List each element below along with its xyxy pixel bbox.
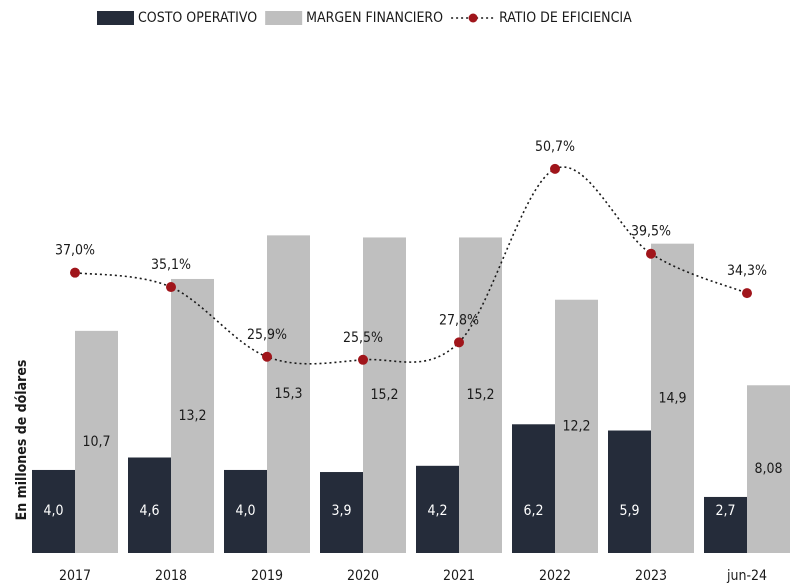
data-label: 8,08	[754, 461, 782, 477]
x-tick-label: 2023	[635, 568, 667, 584]
bar	[171, 278, 214, 553]
bar	[704, 496, 747, 553]
bar	[128, 457, 171, 553]
data-label: 37,0%	[55, 243, 95, 259]
bar	[32, 469, 75, 553]
bar	[75, 330, 118, 553]
bar	[651, 243, 694, 553]
data-label: 15,2	[466, 387, 494, 403]
data-label: 3,9	[331, 503, 351, 519]
bar	[512, 424, 555, 553]
data-label: 4,6	[139, 503, 159, 519]
ratio-point	[262, 351, 272, 362]
data-label: 12,2	[562, 418, 590, 434]
x-tick-label: 2021	[443, 568, 475, 584]
data-label: 4,2	[427, 503, 447, 519]
ratio-point	[646, 248, 656, 259]
legend-marker	[468, 13, 478, 23]
x-tick-label: 2020	[347, 568, 379, 584]
ratio-point	[742, 288, 752, 299]
ratio-point	[358, 354, 368, 365]
ratio-line	[74, 166, 748, 365]
bar	[267, 235, 310, 553]
data-label: 4,0	[235, 503, 255, 519]
bar	[555, 299, 598, 553]
data-label: 13,2	[178, 408, 206, 424]
data-label: 6,2	[523, 503, 543, 519]
bar	[224, 469, 267, 553]
data-label: 25,9%	[247, 327, 287, 343]
bar	[459, 237, 502, 553]
data-label: 2,7	[715, 503, 735, 519]
bar	[363, 237, 406, 553]
data-label: 27,8%	[439, 312, 479, 328]
legend-swatch	[97, 11, 134, 25]
data-label: 34,3%	[727, 263, 767, 279]
data-label: 39,5%	[631, 224, 671, 240]
data-label: 15,3	[274, 386, 302, 402]
data-label: 15,2	[370, 387, 398, 403]
y-axis-label: En millones de dólares	[14, 360, 30, 521]
x-tick-label: 2022	[539, 568, 571, 584]
bar	[320, 472, 363, 553]
legend-label: MARGEN FINANCIERO	[306, 10, 443, 26]
bar	[608, 430, 651, 553]
data-label: 35,1%	[151, 257, 191, 273]
ratio-point	[70, 267, 80, 278]
ratio-point	[454, 337, 464, 348]
data-label: 25,5%	[343, 330, 383, 346]
legend-swatch	[265, 11, 303, 25]
legend-label: RATIO DE EFICIENCIA	[499, 10, 632, 26]
data-label: 10,7	[82, 434, 110, 450]
x-tick-label: 2018	[155, 568, 187, 584]
legend-label: COSTO OPERATIVO	[138, 10, 257, 26]
ratio-point	[550, 163, 560, 174]
ratio-point	[166, 282, 176, 293]
data-label: 50,7%	[535, 139, 575, 155]
bar	[416, 465, 459, 553]
x-tick-label: 2017	[59, 568, 91, 584]
data-label: 5,9	[619, 503, 639, 519]
data-label: 4,0	[43, 503, 63, 519]
data-label: 14,9	[658, 390, 686, 406]
x-tick-label: jun-24	[726, 568, 767, 584]
bar	[747, 385, 790, 553]
x-tick-label: 2019	[251, 568, 283, 584]
